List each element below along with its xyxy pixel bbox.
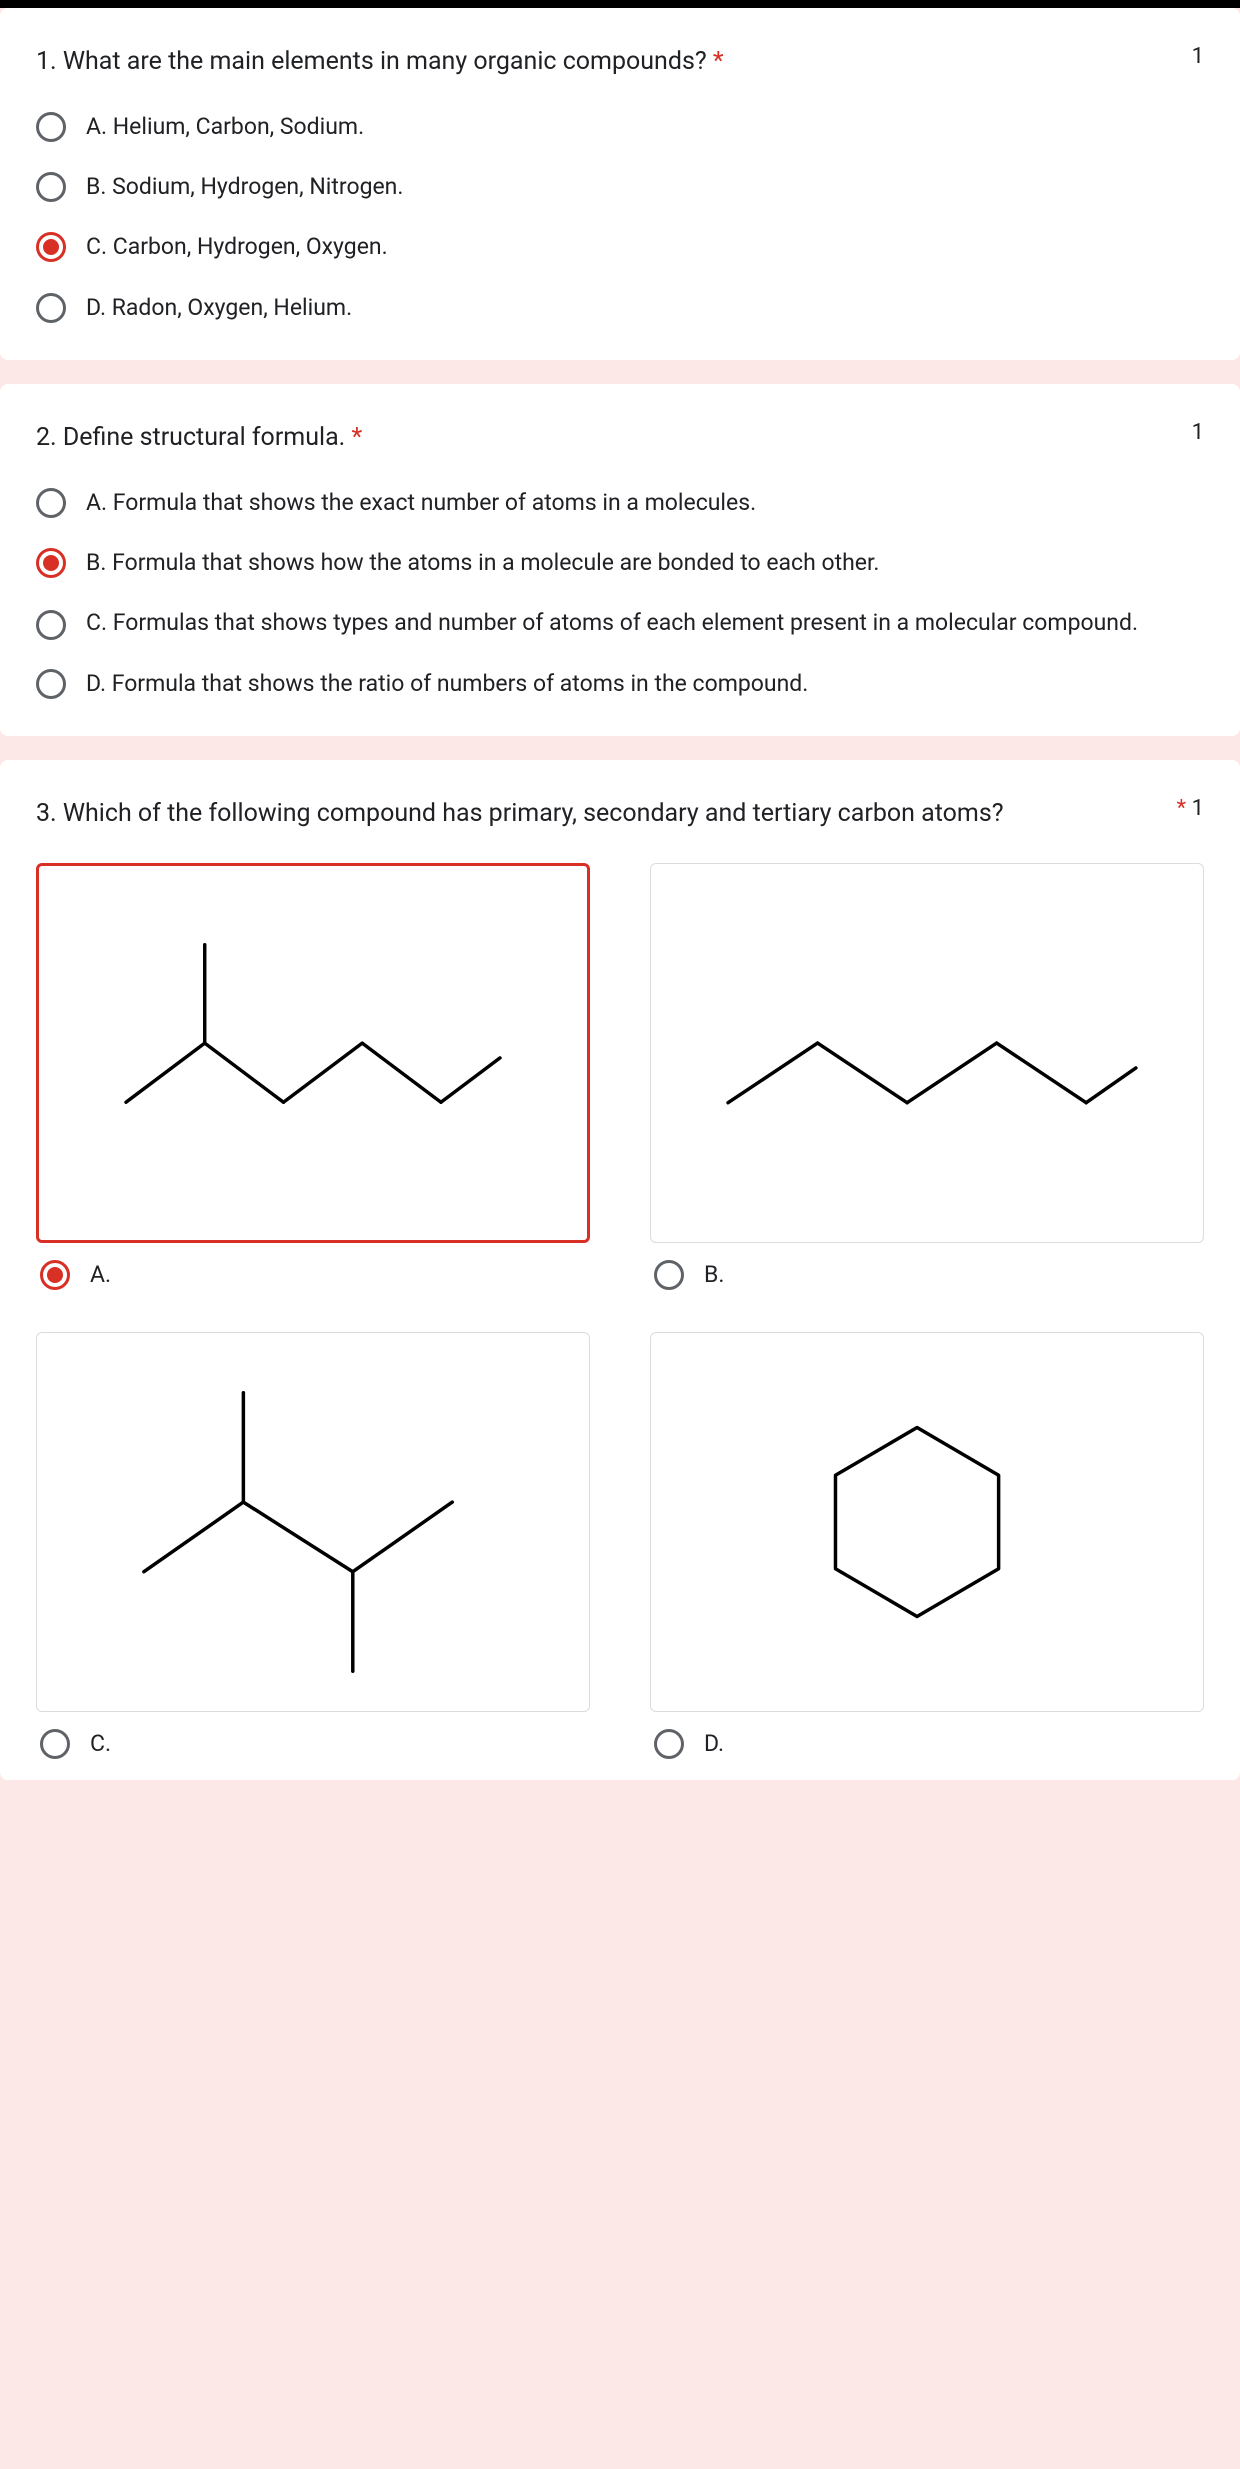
option-label: D. Radon, Oxygen, Helium. [86,292,352,324]
option-label: B. Sodium, Hydrogen, Nitrogen. [86,171,403,203]
option-label: A. Helium, Carbon, Sodium. [86,111,364,143]
molecule-image-d[interactable] [650,1332,1204,1712]
option-b[interactable]: B. Formula that shows how the atoms in a… [36,547,1204,579]
radio-icon [36,293,66,323]
option-label: C. Formulas that shows types and number … [86,607,1138,639]
radio-icon [36,488,66,518]
required-asterisk: * [713,47,724,76]
radio-icon [36,610,66,640]
molecule-svg [37,1333,589,1711]
question-points: 1 [1192,44,1204,69]
required-asterisk: * [351,423,362,452]
option-label: B. Formula that shows how the atoms in a… [86,547,879,579]
option-label: C. [90,1728,111,1760]
option-label: D. Formula that shows the ratio of numbe… [86,668,808,700]
question-header: 2. Define structural formula. * 1 [36,420,1204,455]
option-label: C. Carbon, Hydrogen, Oxygen. [86,231,388,263]
option-a-radio[interactable]: A. [36,1259,590,1291]
molecule-image-c[interactable] [36,1332,590,1712]
option-b[interactable]: B. Sodium, Hydrogen, Nitrogen. [36,171,1204,203]
question-card-2: 2. Define structural formula. * 1 A. For… [0,384,1240,737]
image-option-d: D. [650,1332,1204,1760]
option-c[interactable]: C. Carbon, Hydrogen, Oxygen. [36,231,1204,263]
question-text: 1. What are the main elements in many or… [36,47,707,76]
option-a[interactable]: A. Helium, Carbon, Sodium. [36,111,1204,143]
option-label: B. [704,1259,724,1291]
image-option-a: A. [36,863,590,1291]
radio-icon [36,669,66,699]
question-header: 1. What are the main elements in many or… [36,44,1204,79]
radio-icon [654,1260,684,1290]
option-d[interactable]: D. Radon, Oxygen, Helium. [36,292,1204,324]
image-option-grid: A. B. [36,863,1204,1759]
option-d[interactable]: D. Formula that shows the ratio of numbe… [36,668,1204,700]
question-title: 1. What are the main elements in many or… [36,44,1172,79]
radio-icon [36,548,66,578]
molecule-image-a[interactable] [36,863,590,1243]
points-value: 1 [1192,796,1204,821]
question-points: * 1 [1177,796,1204,821]
option-d-radio[interactable]: D. [650,1728,1204,1760]
image-option-c: C. [36,1332,590,1760]
molecule-image-b[interactable] [650,863,1204,1243]
option-c-radio[interactable]: C. [36,1728,590,1760]
question-card-1: 1. What are the main elements in many or… [0,8,1240,360]
molecule-svg [651,1333,1203,1711]
question-title: 3. Which of the following compound has p… [36,796,1157,831]
question-text: 3. Which of the following compound has p… [36,799,1004,828]
option-label: A. [90,1259,111,1291]
option-a[interactable]: A. Formula that shows the exact number o… [36,487,1204,519]
molecule-svg [39,866,587,1240]
question-text: 2. Define structural formula. [36,423,345,452]
question-points: 1 [1192,420,1204,445]
radio-icon [36,112,66,142]
option-label: A. Formula that shows the exact number o… [86,487,756,519]
top-bar [0,0,1240,8]
radio-icon [40,1729,70,1759]
radio-icon [36,172,66,202]
radio-icon [36,232,66,262]
radio-icon [40,1260,70,1290]
molecule-svg [651,864,1203,1242]
radio-icon [654,1729,684,1759]
option-c[interactable]: C. Formulas that shows types and number … [36,607,1204,640]
question-header: 3. Which of the following compound has p… [36,796,1204,831]
question-card-3: 3. Which of the following compound has p… [0,760,1240,1779]
image-option-b: B. [650,863,1204,1291]
option-b-radio[interactable]: B. [650,1259,1204,1291]
option-label: D. [704,1728,724,1760]
question-title: 2. Define structural formula. * [36,420,1172,455]
